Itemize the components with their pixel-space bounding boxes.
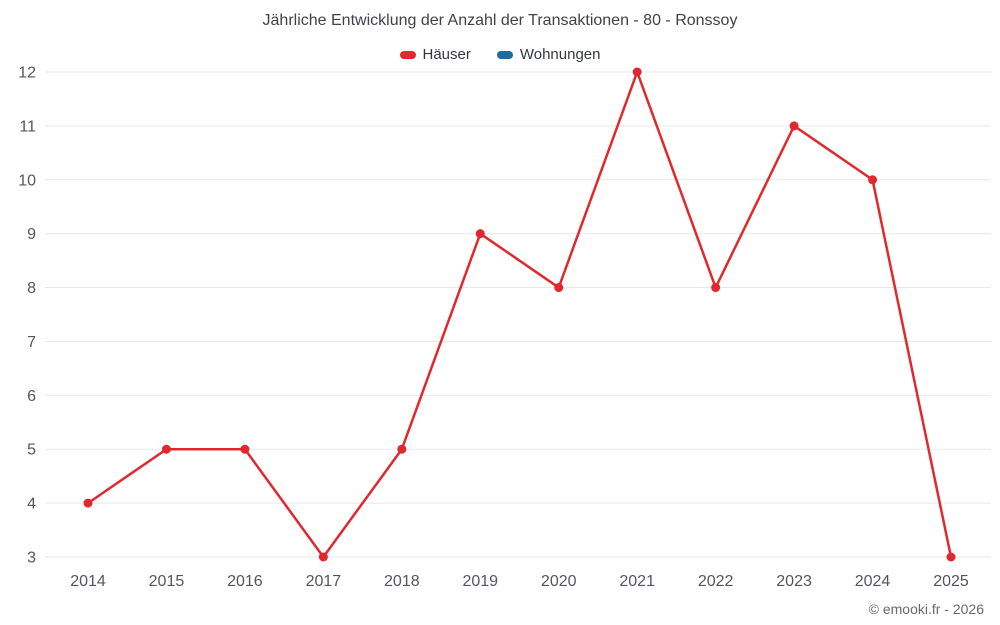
svg-text:8: 8 bbox=[27, 280, 36, 297]
svg-text:6: 6 bbox=[27, 388, 36, 405]
svg-text:2015: 2015 bbox=[149, 573, 185, 590]
svg-text:2020: 2020 bbox=[541, 573, 577, 590]
svg-text:11: 11 bbox=[19, 118, 36, 135]
svg-text:2017: 2017 bbox=[306, 573, 342, 590]
svg-text:2016: 2016 bbox=[227, 573, 263, 590]
svg-text:12: 12 bbox=[18, 65, 36, 82]
svg-text:2021: 2021 bbox=[619, 573, 655, 590]
svg-text:2024: 2024 bbox=[855, 573, 891, 590]
series-marker-icon bbox=[399, 50, 416, 59]
svg-text:2019: 2019 bbox=[462, 573, 498, 590]
legend-item-label: Häuser bbox=[422, 46, 471, 63]
svg-text:9: 9 bbox=[27, 226, 36, 243]
svg-text:2022: 2022 bbox=[698, 573, 734, 590]
legend-item-wohnungen[interactable]: Wohnungen bbox=[496, 46, 601, 63]
svg-text:2025: 2025 bbox=[933, 573, 969, 590]
svg-text:5: 5 bbox=[27, 442, 36, 459]
svg-text:7: 7 bbox=[27, 334, 36, 351]
svg-text:10: 10 bbox=[18, 172, 36, 189]
svg-text:2014: 2014 bbox=[70, 573, 106, 590]
legend-item-label: Wohnungen bbox=[519, 46, 601, 63]
legend-item-haeuser[interactable]: Häuser bbox=[399, 46, 471, 63]
chart-title: Jährliche Entwicklung der Anzahl der Tra… bbox=[262, 12, 738, 29]
svg-text:4: 4 bbox=[27, 496, 36, 513]
legend: Häuser Wohnungen bbox=[0, 46, 1000, 63]
series-marker-icon bbox=[496, 50, 513, 59]
svg-text:3: 3 bbox=[27, 550, 36, 567]
copyright-text: © emooki.fr - 2026 bbox=[868, 601, 984, 617]
svg-text:2023: 2023 bbox=[776, 573, 812, 590]
svg-text:2018: 2018 bbox=[384, 573, 420, 590]
